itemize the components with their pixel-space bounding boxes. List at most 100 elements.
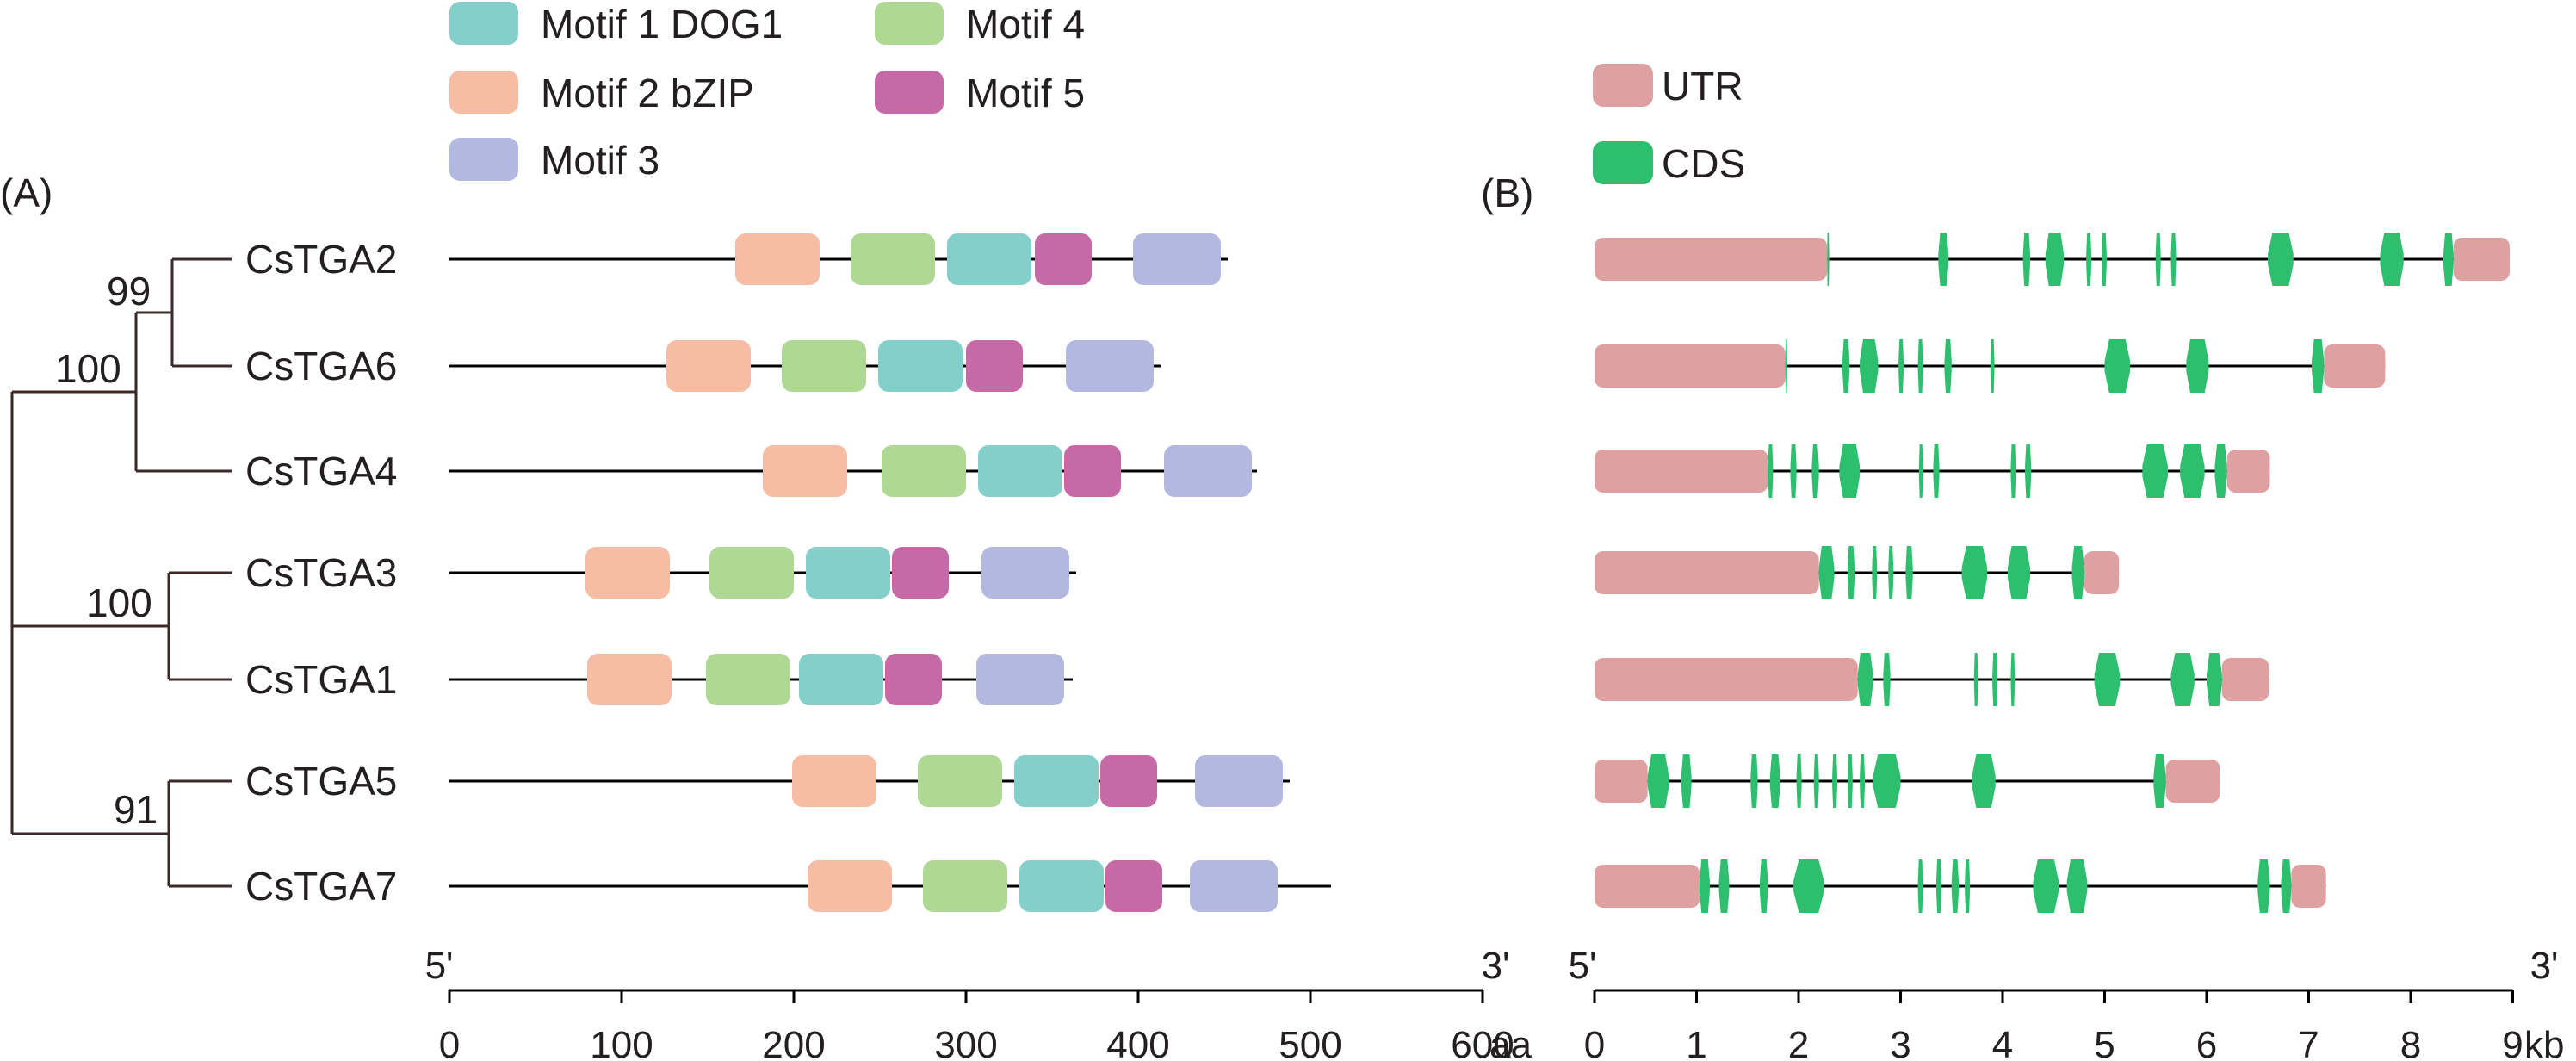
axis-tick-label: 5: [2094, 1024, 2115, 1061]
cds-exon: [2443, 233, 2454, 286]
cds-exon: [1827, 233, 1830, 286]
legend-swatch-motif-1: [449, 2, 518, 45]
motif-box-1: [799, 654, 883, 705]
cds-exon: [1961, 546, 1988, 599]
axis-5prime-label: 5': [1569, 945, 1597, 987]
gene-label: CsTGA6: [245, 344, 397, 388]
cds-exon: [1768, 444, 1774, 498]
axis-kb: 0 1 2 3 4 5 6 7 8 9 kb 5' 3': [1569, 945, 2565, 1061]
axis-tick-label: 4: [1992, 1024, 2013, 1061]
cds-exon: [2153, 754, 2166, 808]
cds-exon: [1813, 754, 1819, 808]
axis-tick-label: 7: [2298, 1024, 2319, 1061]
cds-exon: [2025, 444, 2032, 498]
axis-tick-label: 100: [590, 1024, 653, 1061]
legend-label-utr: UTR: [1662, 64, 1743, 109]
motif-box-2: [587, 654, 672, 705]
axis-tick-label: 2: [1788, 1024, 1809, 1061]
cds-exon: [2268, 233, 2294, 286]
cds-exon: [1839, 444, 1861, 498]
cds-exon: [1917, 859, 1923, 913]
cds-exon: [2033, 859, 2059, 913]
cds-exon: [2010, 444, 2016, 498]
cds-exon: [1718, 859, 1730, 913]
cds-exon: [2257, 859, 2270, 913]
cds-exon: [1938, 233, 1949, 286]
cds-exon: [1847, 754, 1853, 808]
axis-unit-label: kb: [2524, 1024, 2564, 1061]
cds-exon: [2180, 444, 2205, 498]
cds-exon: [1860, 754, 1866, 808]
motif-box-3: [1133, 233, 1221, 285]
cds-exon: [1935, 859, 1941, 913]
utr-segment: [1595, 551, 1819, 594]
cds-exon: [1905, 546, 1913, 599]
cds-exon: [2142, 444, 2168, 498]
legend-swatch-motif-4: [875, 2, 944, 45]
utr-segment: [1595, 238, 1828, 281]
axis-tick-label: 300: [934, 1024, 997, 1061]
utr-segment: [2221, 658, 2269, 701]
gene-label: CsTGA1: [245, 657, 397, 702]
motif-box-1: [1019, 860, 1104, 912]
cds-exon: [1811, 444, 1819, 498]
cds-exon: [1842, 339, 1850, 393]
axis-3prime-label: 3': [1482, 945, 1510, 987]
cds-exon: [2094, 653, 2121, 706]
panel-b-label: (B): [1481, 171, 1533, 215]
cds-exon: [1785, 339, 1787, 393]
axis-tick-label: 600: [1451, 1024, 1514, 1061]
motif-box-4: [851, 233, 935, 285]
legend-label-cds: CDS: [1662, 141, 1745, 186]
cds-exon: [1918, 444, 1923, 498]
motif-box-2: [808, 860, 892, 912]
axis-tick-label: 8: [2400, 1024, 2421, 1061]
cds-exon: [1883, 653, 1891, 706]
bootstrap-value: 99: [107, 269, 151, 313]
motif-box-4: [882, 445, 966, 497]
motif-box-4: [918, 755, 1002, 807]
cds-exon: [1873, 754, 1901, 808]
cds-exon: [2101, 233, 2107, 286]
gene-labels: CsTGA2 CsTGA6 CsTGA4 CsTGA3 CsTGA1 CsTGA…: [245, 237, 397, 909]
cds-exon: [1759, 859, 1768, 913]
cds-exon: [1973, 653, 1978, 706]
motif-box-2: [585, 547, 670, 599]
motif-box-1: [878, 340, 963, 392]
gene-label: CsTGA4: [245, 449, 397, 493]
axis-tick-label: 1: [1686, 1024, 1706, 1061]
cds-exon: [2207, 653, 2222, 706]
motif-box-4: [706, 654, 790, 705]
axis-tick-label: 9: [2502, 1024, 2523, 1061]
utr-segment: [1595, 865, 1700, 908]
cds-exon: [1750, 754, 1758, 808]
cds-exon: [1888, 546, 1894, 599]
cds-exon: [1769, 754, 1780, 808]
cds-exon: [1681, 754, 1692, 808]
cds-exon: [2066, 859, 2088, 913]
cds-exon: [1898, 339, 1904, 393]
legend-swatch-motif-2: [449, 71, 518, 114]
gene-structure-diagram: [1595, 233, 2510, 913]
cds-exon: [2281, 859, 2292, 913]
motif-box-3: [1195, 755, 1283, 807]
legend-label-motif-2: Motif 2 bZIP: [541, 71, 754, 115]
cds-exon: [1951, 859, 1960, 913]
utr-segment: [2453, 238, 2510, 281]
cds-exon: [2104, 339, 2131, 393]
cds-exon: [2086, 233, 2092, 286]
motif-box-5: [1105, 860, 1162, 912]
motif-box-3: [1066, 340, 1154, 392]
cds-exon: [1793, 859, 1824, 913]
motif-box-5: [1064, 445, 1121, 497]
bootstrap-values: 99 100 100 91: [55, 269, 158, 832]
motif-legend: Motif 1 DOG1 Motif 2 bZIP Motif 3 Motif …: [449, 2, 1085, 183]
cds-exon: [1818, 546, 1835, 599]
gene-label: CsTGA3: [245, 550, 397, 595]
motif-box-5: [892, 547, 949, 599]
axis-tick-label: 6: [2196, 1024, 2217, 1061]
axis-5prime-label: 5': [425, 945, 454, 987]
axis-tick-label: 0: [1584, 1024, 1605, 1061]
